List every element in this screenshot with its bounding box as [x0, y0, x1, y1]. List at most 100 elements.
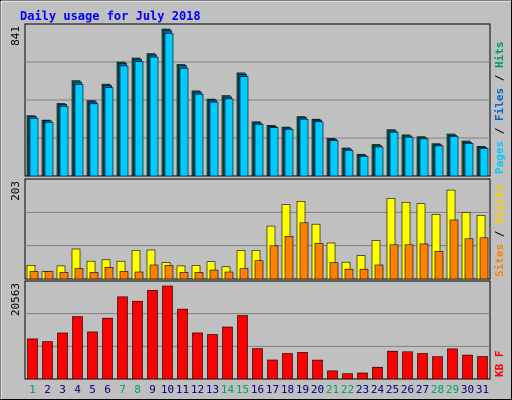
bar-kb-f-5 — [87, 331, 98, 380]
bar-sites-11 — [179, 272, 189, 280]
x-tick-label: 25 — [386, 383, 399, 396]
bar-sites-23 — [359, 268, 369, 280]
x-tick-label: 6 — [104, 383, 111, 396]
bar-pages-7 — [119, 65, 129, 177]
legend-entry: KB — [493, 363, 506, 377]
bar-kb-f-15 — [237, 315, 248, 380]
bar-pages-31 — [479, 148, 489, 177]
bar-sites-30 — [464, 238, 474, 280]
x-tick-label: 18 — [281, 383, 294, 396]
x-tick-label: 30 — [461, 383, 474, 396]
x-tick-label: 2 — [44, 383, 51, 396]
bar-sites-7 — [119, 271, 129, 280]
bar-sites-22 — [344, 268, 354, 280]
x-tick-label: 1 — [29, 383, 36, 396]
bar-kb-f-21 — [327, 370, 338, 380]
bar-pages-8 — [134, 61, 144, 177]
x-tick-label: 21 — [326, 383, 339, 396]
legend-entry: F — [493, 351, 506, 364]
x-tick-label: 28 — [431, 383, 444, 396]
bar-pages-27 — [419, 138, 429, 177]
x-tick-label: 10 — [161, 383, 174, 396]
bar-sites-31 — [479, 237, 489, 280]
bar-sites-2 — [44, 271, 54, 280]
bar-kb-f-14 — [222, 326, 233, 380]
bar-pages-19 — [299, 118, 309, 177]
bar-sites-14 — [224, 271, 234, 280]
x-tick-label: 23 — [356, 383, 369, 396]
bar-pages-5 — [89, 103, 99, 177]
bar-kb-f-20 — [312, 359, 323, 380]
bar-pages-23 — [359, 156, 369, 177]
bar-sites-6 — [104, 266, 114, 280]
x-tick-label: 5 — [89, 383, 96, 396]
x-tick-label: 16 — [251, 383, 264, 396]
x-tick-label: 3 — [59, 383, 66, 396]
bar-kb-f-31 — [477, 356, 488, 380]
bar-pages-2 — [44, 122, 54, 177]
x-tick-label: 20 — [311, 383, 324, 396]
bar-pages-13 — [209, 101, 219, 177]
bar-sites-19 — [299, 222, 309, 280]
x-tick-label: 13 — [206, 383, 219, 396]
x-tick-label: 17 — [266, 383, 279, 396]
panel-visits-sites: 203 Sites / Visits — [9, 178, 506, 280]
bar-kb-f-11 — [177, 308, 188, 380]
bar-kb-f-16 — [252, 348, 263, 380]
bar-kb-f-10 — [162, 285, 173, 380]
x-tick-label: 11 — [176, 383, 189, 396]
bar-pages-30 — [464, 143, 474, 177]
legend-entry: / — [493, 74, 506, 88]
bar-pages-15 — [239, 76, 249, 177]
x-tick-label: 29 — [446, 383, 459, 396]
x-tick-label: 27 — [416, 383, 429, 396]
bar-sites-16 — [254, 260, 264, 280]
legend-entry: / — [493, 127, 506, 141]
legend-entry: Pages — [493, 141, 506, 174]
bar-pages-4 — [74, 84, 84, 177]
bar-pages-10 — [164, 33, 174, 177]
bar-kb-f-27 — [417, 353, 428, 380]
bar-sites-13 — [209, 269, 219, 280]
bar-pages-9 — [149, 56, 159, 177]
y-max-label: 841 — [9, 26, 22, 46]
bar-kb-f-28 — [432, 356, 443, 380]
bar-pages-28 — [434, 145, 444, 177]
panel-kbytes: 20563 KB F — [9, 280, 506, 380]
bar-sites-27 — [419, 243, 429, 280]
bar-pages-14 — [224, 98, 234, 177]
bar-pages-11 — [179, 68, 189, 177]
bar-pages-25 — [389, 132, 399, 177]
panel-legend: Sites / Visits — [493, 184, 506, 277]
bar-sites-15 — [239, 268, 249, 280]
bar-pages-16 — [254, 124, 264, 177]
bar-kb-f-25 — [387, 350, 398, 380]
bar-sites-29 — [449, 219, 459, 280]
bar-sites-25 — [389, 244, 399, 280]
bar-kb-f-2 — [42, 341, 53, 380]
panel-legend: KB F — [493, 351, 506, 378]
bar-sites-24 — [374, 264, 384, 280]
bar-sites-18 — [284, 236, 294, 280]
x-tick-label: 9 — [149, 383, 156, 396]
bar-sites-17 — [269, 245, 279, 280]
legend-entry: / — [493, 230, 506, 244]
x-tick-label: 4 — [74, 383, 81, 396]
bar-kb-f-12 — [192, 332, 203, 380]
x-tick-label: 26 — [401, 383, 414, 396]
bar-kb-f-24 — [372, 366, 383, 380]
legend-entry: Sites — [493, 244, 506, 277]
bar-pages-1 — [29, 118, 39, 177]
bar-sites-12 — [194, 272, 204, 280]
bar-kb-f-13 — [207, 334, 218, 380]
bar-pages-20 — [314, 121, 324, 177]
x-tick-label: 14 — [221, 383, 235, 396]
bar-pages-21 — [329, 140, 339, 177]
bar-kb-f-18 — [282, 353, 293, 380]
x-tick-label: 15 — [236, 383, 249, 396]
bar-sites-10 — [164, 265, 174, 280]
bar-kb-f-9 — [147, 290, 158, 380]
bar-sites-26 — [404, 244, 414, 280]
bar-pages-12 — [194, 93, 204, 177]
